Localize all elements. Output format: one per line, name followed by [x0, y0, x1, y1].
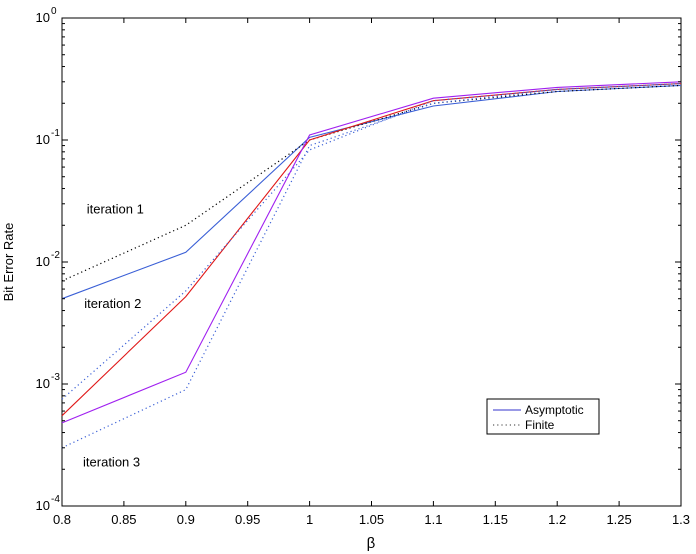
y-tick-exponent: 0	[51, 6, 57, 17]
legend-box	[486, 398, 600, 435]
x-axis-label: β	[367, 535, 376, 552]
annotation-iteration-3: iteration 3	[83, 455, 140, 470]
y-tick-label: 10	[36, 132, 50, 147]
annotation-iteration-2: iteration 2	[84, 296, 141, 311]
x-tick-label: 1.25	[606, 512, 631, 527]
legend-label-finite: Finite	[525, 418, 555, 432]
y-tick-label: 10	[36, 376, 50, 391]
series-line-5-solid	[61, 81, 682, 424]
x-axis-ticks: 0.8 0.85 0.9 0.95 1 1.05 1.1 1.15 1.2 1.25 1.3	[53, 18, 690, 527]
annotation-layer: iteration 1 iteration 2 iteration 3	[83, 201, 144, 469]
y-tick-label: 10	[36, 10, 50, 25]
y-tick-exponent: -4	[51, 494, 60, 505]
x-tick-label: 0.8	[53, 512, 71, 527]
legend: Asymptotic Finite	[486, 398, 600, 435]
y-tick-label: 10	[36, 254, 50, 269]
legend-label-asymptotic: Asymptotic	[525, 403, 584, 417]
series-line-1-solid	[61, 84, 682, 300]
y-axis-label: Bit Error Rate	[1, 223, 16, 302]
x-tick-label: 1.1	[424, 512, 442, 527]
y-tick-exponent: -3	[51, 372, 60, 383]
series-layer	[61, 81, 682, 449]
annotation-iteration-1: iteration 1	[87, 201, 144, 216]
y-tick-label: 10	[36, 498, 50, 513]
x-tick-label: 0.9	[177, 512, 195, 527]
x-tick-label: 1.2	[548, 512, 566, 527]
x-tick-label: 0.95	[235, 512, 260, 527]
x-tick-label: 1.05	[359, 512, 384, 527]
y-tick-exponent: -1	[51, 128, 60, 139]
x-tick-label: 1.15	[483, 512, 508, 527]
x-tick-label: 0.85	[111, 512, 136, 527]
series-line-6-dotted	[61, 83, 682, 449]
x-tick-label: 1	[306, 512, 313, 527]
y-tick-exponent: -2	[51, 250, 60, 261]
series-line-4-dotted	[61, 83, 682, 400]
x-tick-label: 1.3	[672, 512, 690, 527]
